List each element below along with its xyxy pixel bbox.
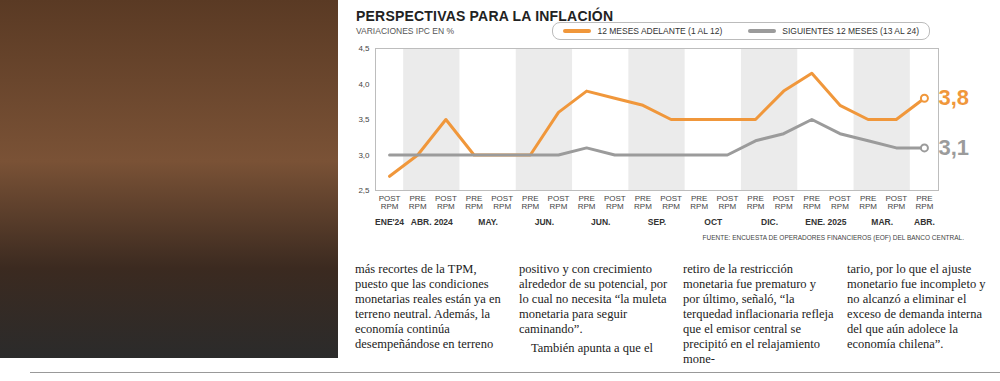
html-text:También apunta a que el: También apunta a que el: [531, 341, 653, 355]
svg-text:PRERPM: PRERPM: [803, 194, 821, 211]
html-text:tario, por lo que el ajuste mo: tario, por lo que el ajuste monetario fu…: [847, 262, 986, 351]
svg-text:4,5: 4,5: [358, 44, 370, 53]
svg-text:4,0: 4,0: [358, 80, 370, 89]
svg-text:POSTRPM: POSTRPM: [773, 194, 795, 211]
svg-text:POSTRPM: POSTRPM: [435, 194, 457, 211]
svg-text:3,1: 3,1: [938, 135, 969, 160]
svg-text:PRERPM: PRERPM: [916, 194, 934, 211]
svg-text:POSTRPM: POSTRPM: [379, 194, 401, 211]
svg-text:POSTRPM: POSTRPM: [885, 194, 907, 211]
svg-text:PRERPM: PRERPM: [409, 194, 427, 211]
html-text:PERSPECTIVAS PARA LA INFLACIÓN: PERSPECTIVAS PARA LA INFLACIÓN: [356, 8, 614, 24]
svg-text:POSTRPM: POSTRPM: [660, 194, 682, 211]
svg-text:POSTRPM: POSTRPM: [716, 194, 738, 211]
svg-text:PRERPM: PRERPM: [859, 194, 877, 211]
svg-text:PRERPM: PRERPM: [634, 194, 652, 211]
svg-text:2,5: 2,5: [358, 186, 370, 195]
svg-text:PRERPM: PRERPM: [747, 194, 765, 211]
html-text:positivo y con crecimiento alr: positivo y con crecimiento alrededor de …: [519, 262, 668, 336]
svg-text:PRERPM: PRERPM: [521, 194, 539, 211]
svg-text:MAR.: MAR.: [871, 217, 893, 227]
svg-text:POSTRPM: POSTRPM: [548, 194, 570, 211]
html-text:SIGUIENTES 12 MESES (13 AL 24): SIGUIENTES 12 MESES (13 AL 24): [782, 26, 919, 36]
svg-text:3,0: 3,0: [358, 151, 370, 160]
svg-text:ABR. 2024: ABR. 2024: [411, 217, 453, 227]
svg-text:PRERPM: PRERPM: [578, 194, 596, 211]
svg-text:POSTRPM: POSTRPM: [829, 194, 851, 211]
svg-text:POSTRPM: POSTRPM: [604, 194, 626, 211]
html-text:FUENTE: ENCUESTA DE OPERADORES: FUENTE: ENCUESTA DE OPERADORES FINANCIER…: [702, 234, 964, 241]
svg-text:3,8: 3,8: [938, 85, 969, 110]
svg-text:JUN.: JUN.: [535, 217, 554, 227]
svg-text:OCT: OCT: [704, 217, 723, 227]
svg-text:JUN.: JUN.: [591, 217, 610, 227]
svg-text:ENE. 2025: ENE. 2025: [805, 217, 846, 227]
html-text:más recortes de la TPM, puesto: más recortes de la TPM, puesto que las c…: [355, 262, 501, 351]
svg-text:PRERPM: PRERPM: [465, 194, 483, 211]
svg-text:ABR.: ABR.: [914, 217, 935, 227]
html-text:12 MESES ADELANTE (1 AL 12): 12 MESES ADELANTE (1 AL 12): [597, 26, 723, 36]
svg-text:ENE'24: ENE'24: [375, 217, 404, 227]
svg-text:SEP.: SEP.: [648, 217, 666, 227]
svg-text:PRERPM: PRERPM: [690, 194, 708, 211]
svg-text:3,5: 3,5: [358, 115, 370, 124]
html-text:VARIACIONES IPC EN %: VARIACIONES IPC EN %: [356, 26, 455, 36]
svg-text:POSTRPM: POSTRPM: [491, 194, 513, 211]
html-text:retiro de la restricción monet: retiro de la restricción monetaria fue p…: [683, 262, 834, 366]
svg-text:MAY.: MAY.: [478, 217, 498, 227]
svg-text:DIC.: DIC.: [761, 217, 778, 227]
